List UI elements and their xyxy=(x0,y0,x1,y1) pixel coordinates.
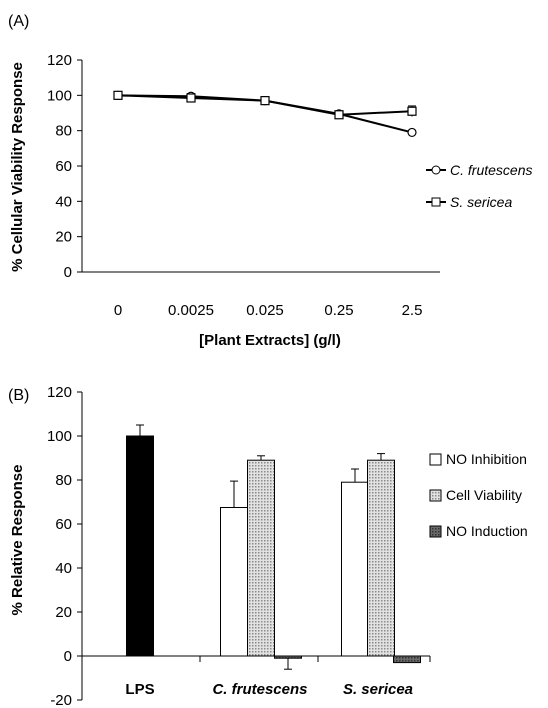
panel-a-x-axis: 0 0.0025 0.025 0.25 2.5 xyxy=(82,271,440,319)
panel-a-x-tick-label: 0 xyxy=(114,302,122,319)
panel-a-x-tick-label: 0.25 xyxy=(324,302,353,319)
panel-b-y-tick-label: 40 xyxy=(55,560,72,577)
panel-a-y-tick-label: 100 xyxy=(47,87,72,104)
panel-a-point-square xyxy=(334,110,344,120)
panel-b-bar xyxy=(367,459,395,657)
panel-b-y-tick-label: 100 xyxy=(47,428,72,445)
panel-a-y-tick-label: 80 xyxy=(55,123,72,140)
panel-b-legend: NO Inhibition Cell Viability NO Induction xyxy=(429,451,528,539)
panel-b-label: (B) xyxy=(8,387,29,404)
panel-a-point-circle xyxy=(407,127,417,138)
panel-b-legend-swatch xyxy=(429,453,442,466)
panel-b-legend-swatch xyxy=(429,489,442,502)
panel-a-legend: C. frutescens S. sericea xyxy=(426,162,532,210)
panel-b-y-tick-label: 20 xyxy=(55,604,72,621)
panel-b-y-axis-title: % Relative Response xyxy=(9,465,26,616)
panel-b-bar xyxy=(220,507,248,657)
panel-a-series xyxy=(113,90,417,138)
panel-a-point-square xyxy=(260,96,270,106)
panel-a-label: (A) xyxy=(8,13,29,30)
panel-b-bar xyxy=(247,459,275,657)
panel-a-y-tick-label: 60 xyxy=(55,158,72,175)
panel-b-legend-label: NO Induction xyxy=(446,523,528,539)
panel-a-legend-marker xyxy=(431,165,441,175)
panel-a-point-square xyxy=(407,106,417,116)
panel-a-y-tick-label: 0 xyxy=(64,264,72,281)
panel-b-legend-label: Cell Viability xyxy=(446,487,522,503)
panel-a-x-tick-label: 0.025 xyxy=(246,302,284,319)
panel-a-x-axis-title: [Plant Extracts] (g/l) xyxy=(199,332,341,349)
panel-a-point-square xyxy=(186,93,196,103)
panel-b-category-label: C. frutescens xyxy=(212,681,307,698)
panel-a-y-tick-label: 120 xyxy=(47,52,72,69)
panel-b-y-tick-label: 80 xyxy=(55,472,72,489)
panel-b-bar xyxy=(341,481,369,657)
panel-b-legend-label: NO Inhibition xyxy=(446,451,527,467)
panel-a-x-tick-label: 0.0025 xyxy=(168,302,214,319)
panel-b-bars xyxy=(126,424,421,670)
panel-a-y-axis-title: % Cellular Viability Response xyxy=(9,62,26,272)
panel-b-y-axis: -20 0 20 40 60 80 100 120 xyxy=(47,384,83,708)
panel-b-category-label: S. sericea xyxy=(343,681,413,698)
panel-a-legend-label: C. frutescens xyxy=(450,162,532,178)
panel-a-x-tick-label: 2.5 xyxy=(402,302,423,319)
panel-a-y-tick-label: 20 xyxy=(55,229,72,246)
panel-b-y-tick-label: 0 xyxy=(64,648,72,665)
panel-a-legend-label: S. sericea xyxy=(450,194,512,210)
panel-a-point-square xyxy=(113,90,123,100)
panel-b-x-axis: LPS C. frutescens S. sericea xyxy=(82,655,431,698)
panel-b-bar-lps xyxy=(126,435,154,657)
panel-b-y-tick-label: 120 xyxy=(47,384,72,401)
panel-a-legend-marker xyxy=(431,197,441,207)
panel-b-category-label: LPS xyxy=(125,681,154,698)
panel-b-bar xyxy=(393,655,421,664)
panel-b-y-tick-label: 60 xyxy=(55,516,72,533)
panel-a-y-tick-label: 40 xyxy=(55,193,72,210)
panel-b-legend-swatch xyxy=(429,525,442,538)
panel-a-y-axis: 0 20 40 60 80 100 120 xyxy=(47,52,83,281)
panel-b-y-tick-label: -20 xyxy=(50,692,72,708)
